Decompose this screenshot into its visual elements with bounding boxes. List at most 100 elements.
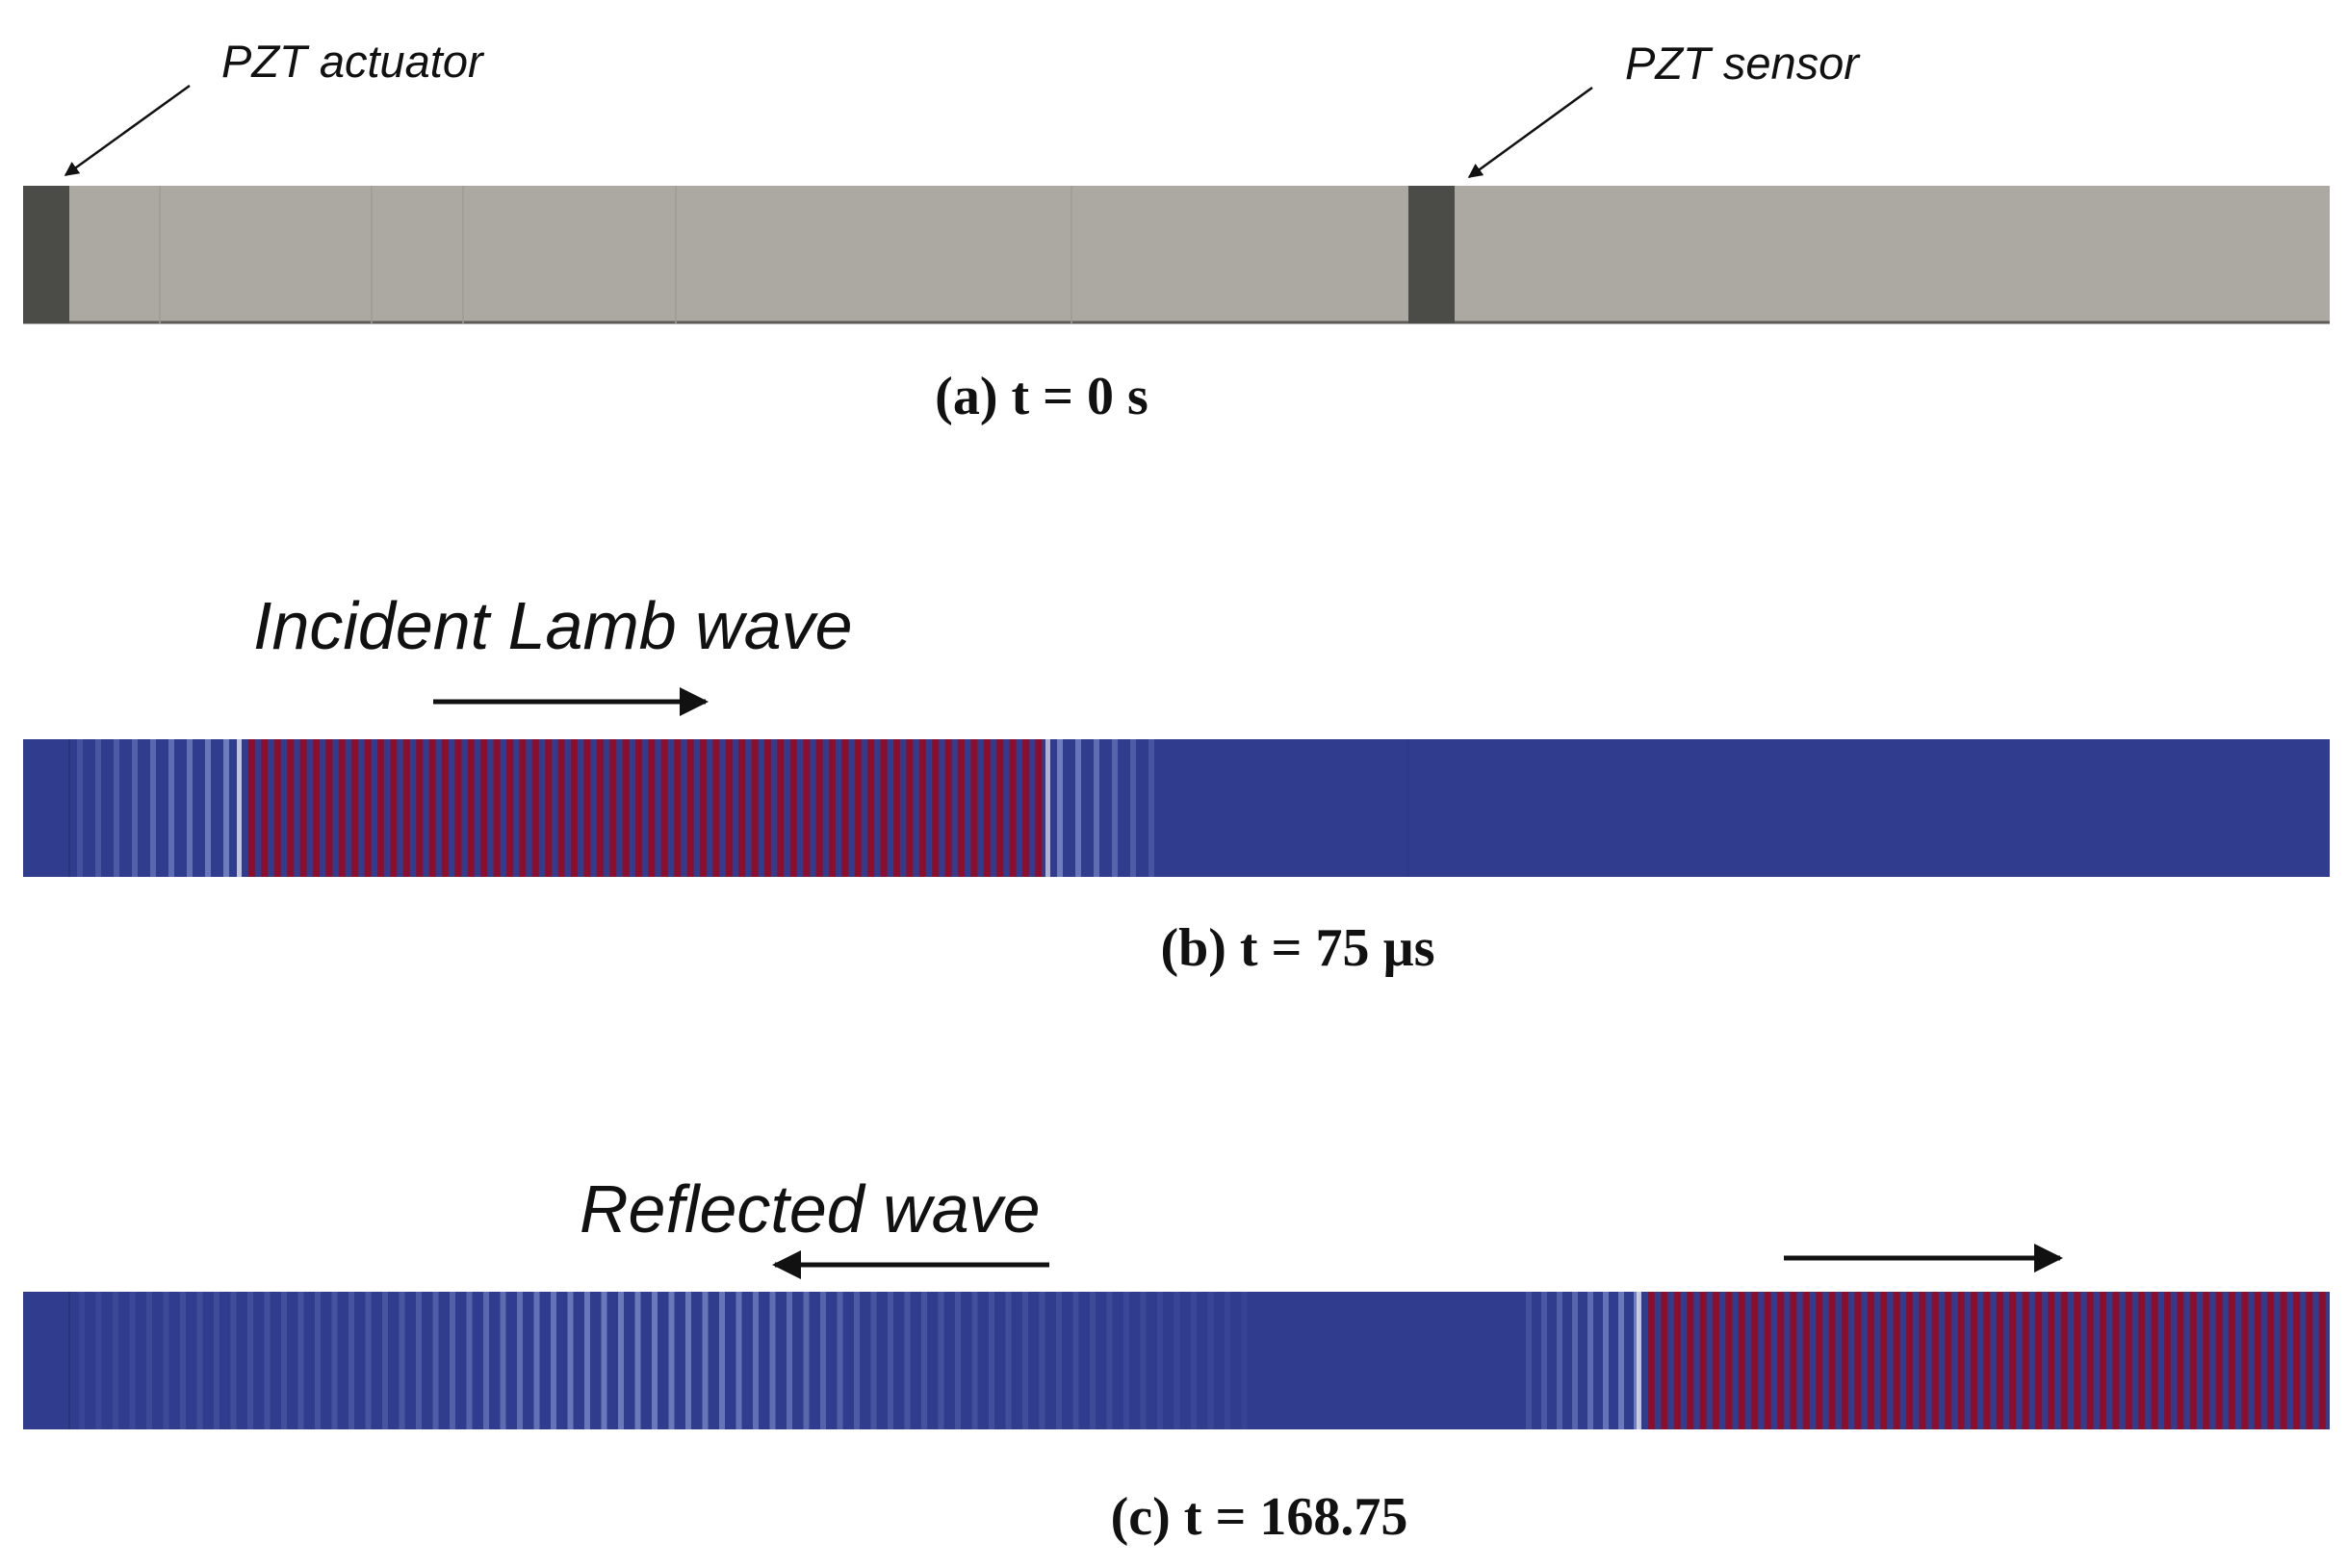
wave-fringe: [223, 739, 229, 877]
caption-b: (b) t = 75 µs: [1160, 918, 1434, 978]
reflected-fringe: [416, 1292, 422, 1429]
reflected-fringe: [668, 1292, 675, 1429]
reflected-fringe: [450, 1292, 455, 1429]
wave-crest: [1751, 1292, 1759, 1429]
reflected-fringe: [854, 1292, 860, 1429]
wave-crest: [1919, 1292, 1926, 1429]
pzt-sensor-label: PZT sensor: [1625, 38, 1861, 89]
reflected-fringe: [331, 1292, 338, 1429]
reflected-fringe: [685, 1292, 691, 1429]
panel-b: Incident Lamb wave (b) t = 75 µs: [23, 588, 2330, 978]
wave-crest: [428, 739, 436, 877]
wave-crest: [416, 739, 424, 877]
reflected-fringe: [79, 1292, 85, 1429]
wave-crest: [2229, 1292, 2235, 1429]
wave-crest: [1687, 1292, 1694, 1429]
wave-fringe: [1148, 739, 1154, 877]
wave-crest: [841, 739, 849, 877]
wave-crest: [764, 739, 771, 877]
wave-crest: [493, 739, 501, 877]
wave-crest: [338, 739, 346, 877]
wave-crest: [1957, 1292, 1965, 1429]
wave-crest: [906, 739, 914, 877]
pzt-sensor: [1408, 186, 1455, 323]
wave-fringe: [205, 739, 211, 877]
wave-crest: [325, 739, 333, 877]
reflected-fringe: [466, 1292, 473, 1429]
wave-crest: [789, 739, 797, 877]
reflected-fringe: [297, 1292, 304, 1429]
wave-crest: [725, 739, 733, 877]
wave-crest: [803, 739, 811, 877]
reflected-fringe: [769, 1292, 776, 1429]
wave-fringe: [1618, 1292, 1624, 1429]
reflected-fringe: [888, 1292, 893, 1429]
reflected-fringe: [820, 1292, 826, 1429]
reflected-fringe: [230, 1292, 237, 1429]
wave-crest: [815, 739, 823, 877]
wave-crest: [2074, 1292, 2081, 1429]
wave-crest: [1009, 739, 1017, 877]
reflected-fringe: [1241, 1292, 1248, 1429]
wave-crest: [1725, 1292, 1733, 1429]
wave-crest: [1673, 1292, 1681, 1429]
reflected-fringe: [989, 1292, 994, 1429]
wave-field-c: [79, 1292, 2326, 1429]
reflected-fringe: [618, 1292, 624, 1429]
wave-crest: [1945, 1292, 1952, 1429]
reflected-fringe: [348, 1292, 354, 1429]
wave-crest: [2060, 1292, 2068, 1429]
wave-crest: [944, 739, 952, 877]
reflected-fringe: [1174, 1292, 1180, 1429]
wave-crest: [648, 739, 656, 877]
reflected-fringe: [129, 1292, 136, 1429]
reflected-fringe: [719, 1292, 725, 1429]
reflected-fringe: [315, 1292, 321, 1429]
reflected-fringe: [702, 1292, 709, 1429]
wave-fringe: [1557, 1292, 1562, 1429]
reflected-fringe: [837, 1292, 843, 1429]
wave-fringe: [1130, 739, 1136, 877]
reflected-fringe: [584, 1292, 590, 1429]
wave-crest: [583, 739, 591, 877]
wave-crest: [506, 739, 513, 877]
reflected-fringe: [634, 1292, 641, 1429]
wave-crest: [1880, 1292, 1888, 1429]
reflected-fringe: [146, 1292, 152, 1429]
reflected-fringe: [214, 1292, 219, 1429]
wave-fringe: [150, 739, 156, 877]
wave-crest: [1713, 1292, 1719, 1429]
wave-crest: [686, 739, 694, 877]
wave-crest: [1842, 1292, 1848, 1429]
reflected-fringe: [955, 1292, 961, 1429]
wave-crest: [1867, 1292, 1874, 1429]
wave-crest: [1035, 739, 1043, 877]
wave-fringe: [132, 739, 138, 877]
wave-crest: [557, 739, 565, 877]
reflected-fringe: [1157, 1292, 1163, 1429]
caption-a: (a) t = 0 s: [935, 367, 1148, 426]
wave-crest: [958, 739, 965, 877]
wave-crest: [596, 739, 604, 877]
wave-crest: [1022, 739, 1029, 877]
wave-crest: [2151, 1292, 2158, 1429]
wave-crest: [2100, 1292, 2106, 1429]
reflected-fringe: [1072, 1292, 1079, 1429]
wave-crest: [1738, 1292, 1745, 1429]
wave-crest: [454, 739, 462, 877]
wave-crest: [970, 739, 978, 877]
wave-crest: [1983, 1292, 1991, 1429]
wave-fringe: [1075, 739, 1081, 877]
wave-field-b: [77, 739, 1154, 877]
wave-crest: [2203, 1292, 2210, 1429]
wave-crest: [1996, 1292, 2003, 1429]
wave-crest: [983, 739, 991, 877]
reflected-fringe: [365, 1292, 372, 1429]
reflected-fringe: [163, 1292, 169, 1429]
wave-crest: [2254, 1292, 2261, 1429]
wave-crest: [738, 739, 746, 877]
wave-crest: [2177, 1292, 2184, 1429]
wave-crest: [2318, 1292, 2326, 1429]
reflected-fringe: [500, 1292, 506, 1429]
wave-crest: [287, 739, 295, 877]
